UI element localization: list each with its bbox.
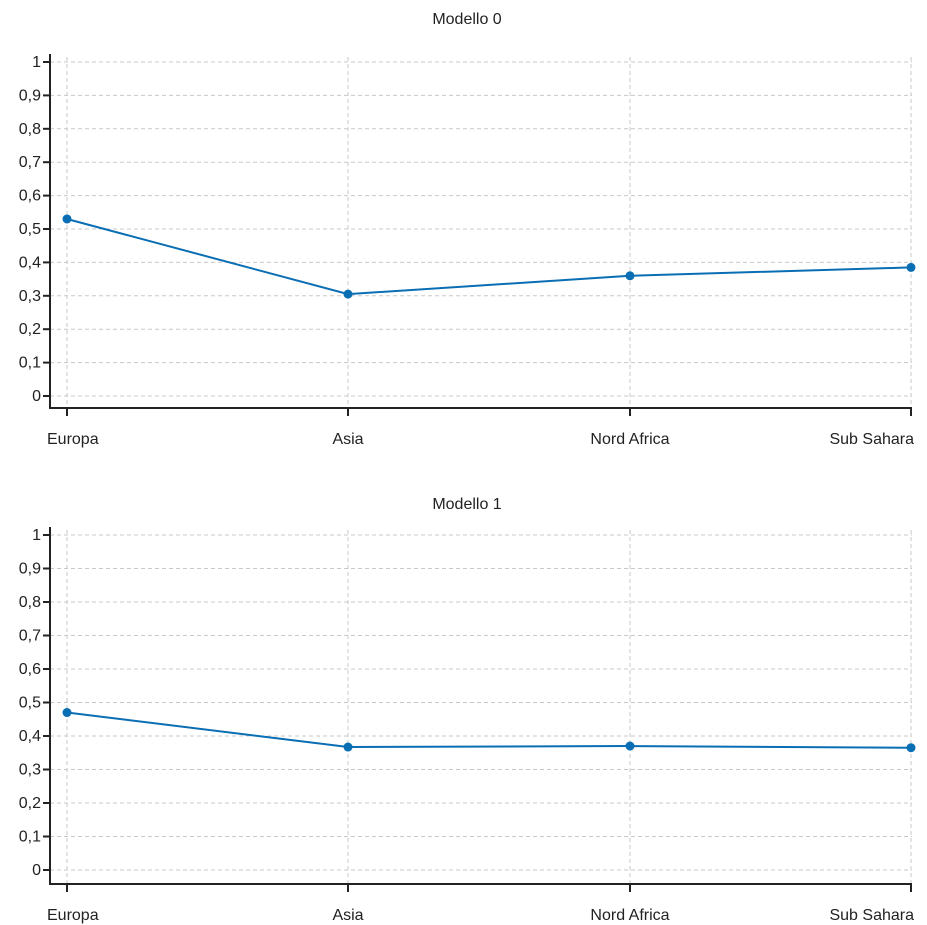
y-tick-label: 0,5 [19,221,41,238]
data-point [343,289,353,299]
data-point [62,214,72,224]
x-tick-label: Europa [47,907,99,924]
y-tick-label: 0 [32,862,41,879]
y-tick-label: 0,4 [19,254,41,271]
y-tick-label: 0,2 [19,321,41,338]
y-tick-label: 0,7 [19,628,41,645]
data-point [906,743,916,753]
y-tick-label: 0,7 [19,154,41,171]
y-tick-label: 0,3 [19,288,41,305]
x-tick-label: Nord Africa [590,431,669,448]
x-tick-label: Europa [47,431,99,448]
y-tick-label: 0,4 [19,728,41,745]
y-tick-label: 1 [32,54,41,71]
data-point [62,708,72,718]
chart-title: Modello 0 [432,11,501,28]
y-tick-label: 0,8 [19,594,41,611]
data-point [906,262,916,272]
y-tick-label: 0,3 [19,762,41,779]
data-point [343,742,353,752]
x-tick-label: Sub Sahara [829,907,914,924]
x-tick-label: Sub Sahara [829,431,914,448]
y-tick-label: 0,9 [19,87,41,104]
x-tick-label: Asia [332,431,363,448]
y-tick-label: 0,6 [19,188,41,205]
y-tick-label: 0,9 [19,561,41,578]
y-tick-label: 0 [32,388,41,405]
chart-title: Modello 1 [432,496,501,513]
y-tick-label: 0,1 [19,355,41,372]
y-tick-label: 0,5 [19,695,41,712]
y-tick-label: 0,1 [19,829,41,846]
y-tick-label: 1 [32,527,41,544]
x-tick-label: Nord Africa [590,907,669,924]
y-tick-label: 0,8 [19,121,41,138]
data-point [625,741,635,751]
x-tick-label: Asia [332,907,363,924]
y-tick-label: 0,6 [19,661,41,678]
y-tick-label: 0,2 [19,795,41,812]
series-line [66,711,912,749]
series-line [66,218,912,296]
data-point [625,271,635,281]
